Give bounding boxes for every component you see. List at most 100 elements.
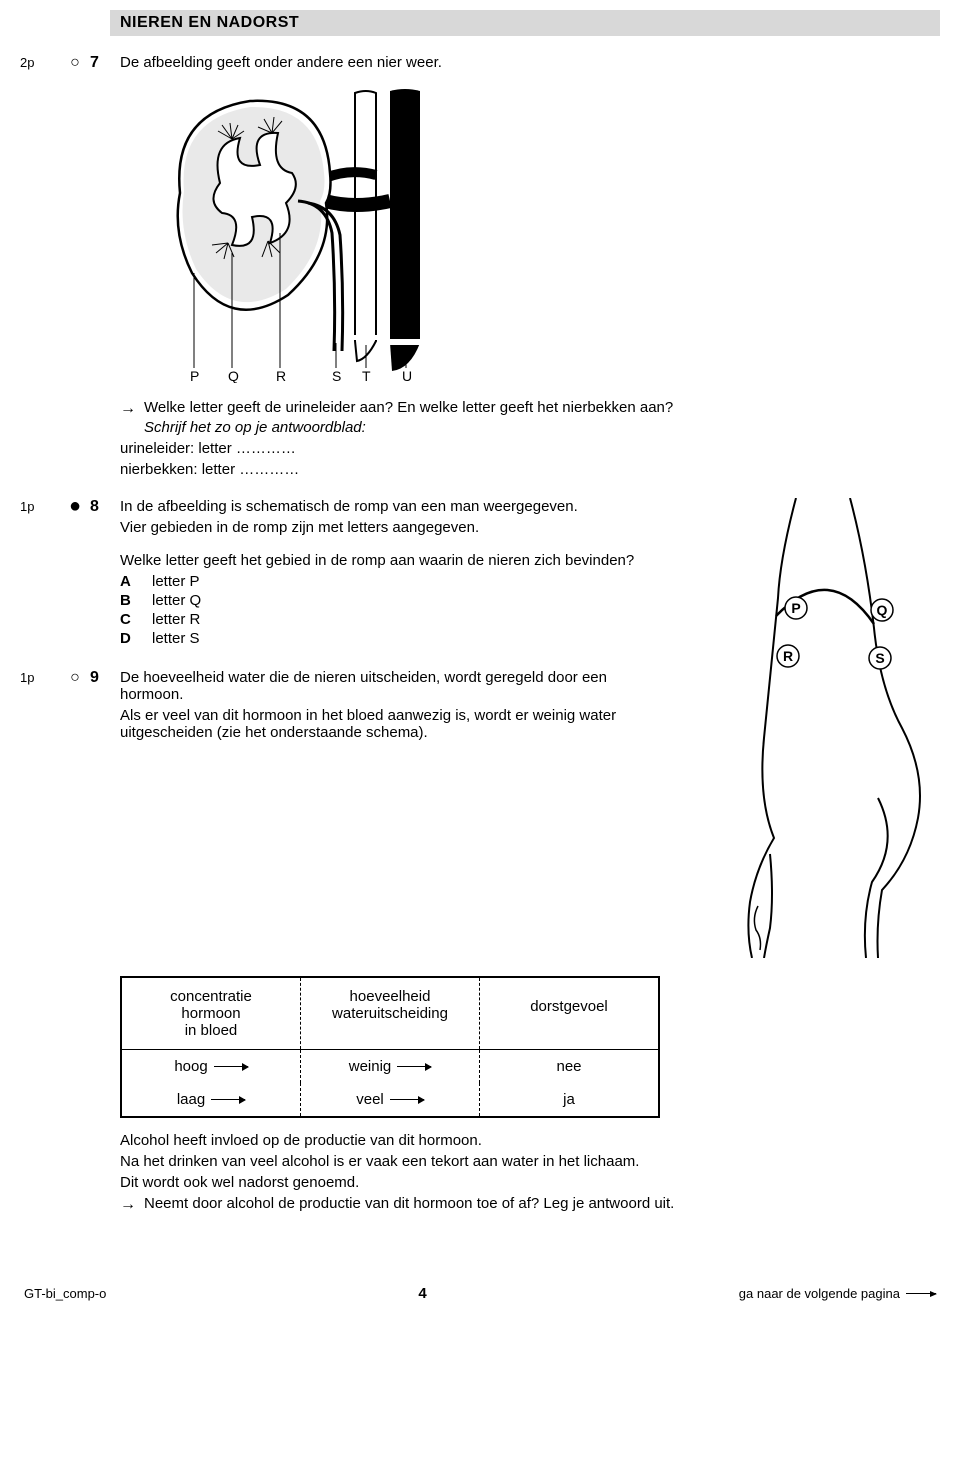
q7-prompt1: Welke letter geeft de urineleider aan? E… xyxy=(144,399,673,416)
cell: nee xyxy=(480,1050,658,1083)
kidney-svg: P Q R S T U xyxy=(120,83,500,383)
svg-text:Q: Q xyxy=(228,368,239,383)
kidney-figure: P Q R S T U xyxy=(120,83,940,387)
opt-letter: D xyxy=(120,630,138,647)
option-b: Bletter Q xyxy=(120,592,670,609)
schema-h3: dorstgevoel xyxy=(480,978,658,1049)
torso-svg: P Q R S xyxy=(700,498,940,958)
svg-text:P: P xyxy=(190,368,199,383)
question-8-row: 1p ● 8 In de afbeelding is schematisch d… xyxy=(20,498,680,647)
cell: ja xyxy=(480,1083,658,1116)
opt-text: letter R xyxy=(152,611,200,628)
section-title-bar: NIEREN EN NADORST xyxy=(110,10,940,36)
opt-text: letter P xyxy=(152,573,200,590)
svg-text:S: S xyxy=(332,368,341,383)
cell: veel xyxy=(301,1083,480,1116)
opt-text: letter Q xyxy=(152,592,201,609)
q8-p2: Vier gebieden in de romp zijn met letter… xyxy=(120,519,670,536)
footer-left: GT-bi_comp-o xyxy=(24,1286,106,1301)
arrow-icon xyxy=(214,1066,248,1067)
svg-text:P: P xyxy=(791,600,800,616)
question-9-row: 1p ○ 9 De hoeveelheid water die de niere… xyxy=(20,669,680,745)
schema-row-2: laag veel ja xyxy=(122,1083,658,1116)
points-label: 1p xyxy=(20,498,60,514)
schema-h1: concentratie hormoon in bloed xyxy=(122,978,301,1049)
h1c: in bloed xyxy=(128,1022,294,1039)
h3: dorstgevoel xyxy=(486,988,652,1015)
h2b: wateruitscheiding xyxy=(307,1005,473,1022)
footer-page-number: 4 xyxy=(418,1285,426,1302)
option-c: Cletter R xyxy=(120,611,670,628)
q9-p2: Als er veel van dit hormoon in het bloed… xyxy=(120,707,670,741)
points-label: 1p xyxy=(20,669,60,685)
q9-p3: Alcohol heeft invloed op de productie va… xyxy=(120,1132,940,1149)
r2c2: veel xyxy=(356,1091,384,1108)
question-number: 9 xyxy=(90,669,120,687)
question-8-body: In de afbeelding is schematisch de romp … xyxy=(120,498,680,647)
question-7-body: De afbeelding geeft onder andere een nie… xyxy=(120,54,940,75)
page-footer: GT-bi_comp-o 4 ga naar de volgende pagin… xyxy=(20,1285,940,1302)
r1c1: hoog xyxy=(174,1058,207,1075)
option-a: Aletter P xyxy=(120,573,670,590)
opt-letter: C xyxy=(120,611,138,628)
q9-p4: Na het drinken van veel alcohol is er va… xyxy=(120,1153,940,1170)
q7-prompts: → Welke letter geeft de urineleider aan?… xyxy=(120,399,940,478)
schema-row-1: hoog weinig nee xyxy=(122,1050,658,1083)
schema-header-row: concentratie hormoon in bloed hoeveelhei… xyxy=(122,978,658,1050)
footer-right-text: ga naar de volgende pagina xyxy=(739,1286,900,1301)
q8-p1: In de afbeelding is schematisch de romp … xyxy=(120,498,670,515)
svg-text:S: S xyxy=(875,650,884,666)
arrow-icon xyxy=(397,1066,431,1067)
h2a: hoeveelheid xyxy=(307,988,473,1005)
section-title: NIEREN EN NADORST xyxy=(120,14,299,31)
footer-right: ga naar de volgende pagina xyxy=(739,1286,936,1301)
schema-h2: hoeveelheid wateruitscheiding xyxy=(301,978,480,1049)
open-marker: ○ xyxy=(60,669,90,687)
filled-marker: ● xyxy=(60,498,90,514)
option-d: Dletter S xyxy=(120,630,670,647)
arrow-icon: → xyxy=(120,399,136,419)
svg-text:Q: Q xyxy=(877,602,888,618)
q7-line2: nierbekken: letter ………… xyxy=(120,461,940,478)
q9-p5: Dit wordt ook wel nadorst genoemd. xyxy=(120,1174,940,1191)
open-marker: ○ xyxy=(60,54,90,72)
opt-letter: A xyxy=(120,573,138,590)
q8-q9-wrap: 1p ● 8 In de afbeelding is schematisch d… xyxy=(20,498,940,962)
r2c3: ja xyxy=(563,1091,575,1108)
q9-p1: De hoeveelheid water die de nieren uitsc… xyxy=(120,669,670,703)
h1a: concentratie xyxy=(128,988,294,1005)
r2c1: laag xyxy=(177,1091,205,1108)
arrow-icon xyxy=(211,1099,245,1100)
q7-prompt2: Schrijf het zo op je antwoordblad: xyxy=(144,419,940,436)
question-number: 7 xyxy=(90,54,120,72)
h1b: hormoon xyxy=(128,1005,294,1022)
schema-wrap: concentratie hormoon in bloed hoeveelhei… xyxy=(120,976,940,1215)
torso-figure: P Q R S xyxy=(700,498,940,962)
points-label: 2p xyxy=(20,54,60,70)
r1c3: nee xyxy=(556,1058,581,1075)
opt-letter: B xyxy=(120,592,138,609)
opt-text: letter S xyxy=(152,630,200,647)
arrow-icon xyxy=(390,1099,424,1100)
cell: hoog xyxy=(122,1050,301,1083)
schema-table: concentratie hormoon in bloed hoeveelhei… xyxy=(120,976,660,1118)
arrow-icon xyxy=(906,1293,936,1294)
q8-p3: Welke letter geeft het gebied in de romp… xyxy=(120,552,670,569)
svg-text:R: R xyxy=(783,648,793,664)
svg-text:U: U xyxy=(402,368,412,383)
q7-intro: De afbeelding geeft onder andere een nie… xyxy=(120,54,930,71)
cell: laag xyxy=(122,1083,301,1116)
arrow-icon: → xyxy=(120,1195,136,1215)
r1c2: weinig xyxy=(349,1058,392,1075)
svg-text:T: T xyxy=(362,368,371,383)
q9-arrow-line: → Neemt door alcohol de productie van di… xyxy=(120,1195,940,1215)
left-column: 1p ● 8 In de afbeelding is schematisch d… xyxy=(20,498,680,751)
page: NIEREN EN NADORST 2p ○ 7 De afbeelding g… xyxy=(0,0,960,1332)
question-9-body: De hoeveelheid water die de nieren uitsc… xyxy=(120,669,680,745)
cell: weinig xyxy=(301,1050,480,1083)
question-7-row: 2p ○ 7 De afbeelding geeft onder andere … xyxy=(20,54,940,75)
q7-arrow-line: → Welke letter geeft de urineleider aan?… xyxy=(120,399,940,419)
question-number: 8 xyxy=(90,498,120,516)
q7-line1: urineleider: letter ………… xyxy=(120,440,940,457)
svg-text:R: R xyxy=(276,368,286,383)
